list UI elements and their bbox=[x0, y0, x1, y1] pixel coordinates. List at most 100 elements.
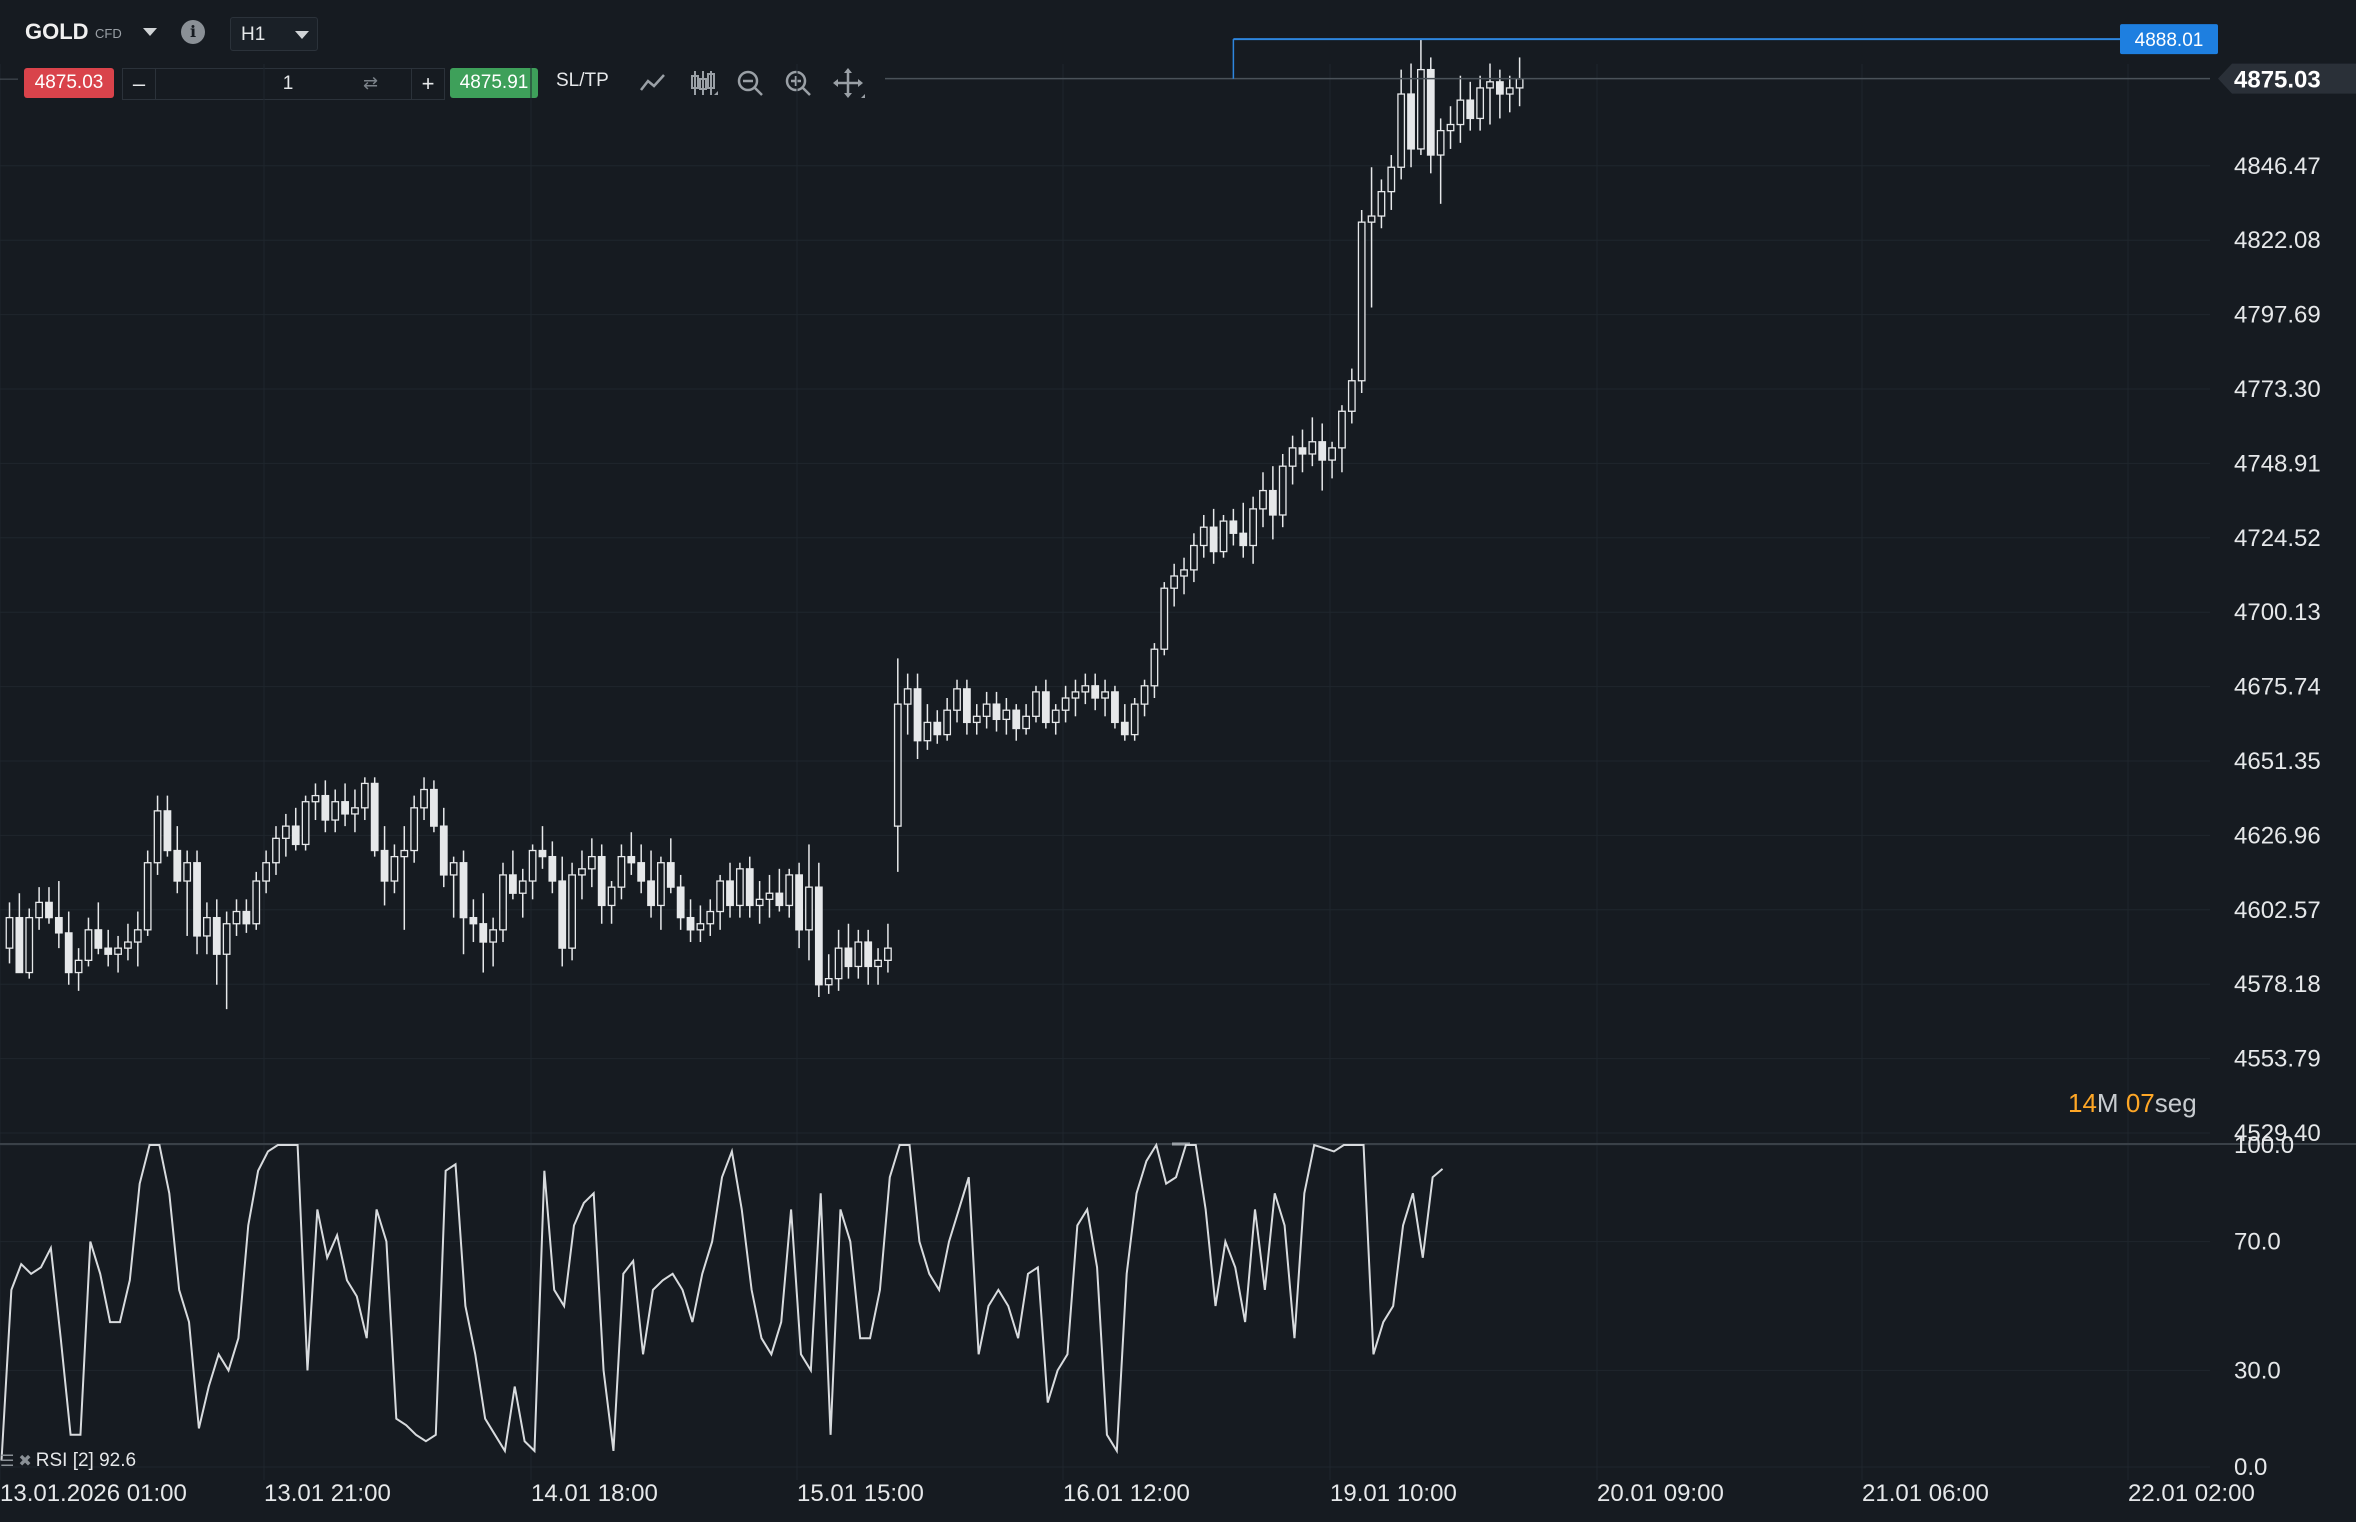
bearish-candle-body bbox=[686, 916, 695, 931]
candle bbox=[380, 826, 389, 906]
candle bbox=[1180, 557, 1188, 595]
bullish-candle-body bbox=[360, 782, 369, 809]
candle bbox=[183, 850, 192, 936]
candle bbox=[1367, 167, 1376, 308]
candle bbox=[94, 902, 103, 955]
candle bbox=[1259, 472, 1267, 528]
bullish-candle-body bbox=[1101, 691, 1109, 699]
increment-button[interactable]: + bbox=[411, 69, 444, 99]
symbol-dropdown-caret-icon[interactable] bbox=[143, 28, 157, 36]
bearish-candle-body bbox=[469, 916, 478, 925]
chevron-down-icon bbox=[295, 31, 309, 39]
bullish-candle-body bbox=[124, 941, 132, 949]
candle bbox=[627, 832, 636, 875]
bullish-candle-body bbox=[1081, 685, 1090, 693]
candle bbox=[370, 777, 379, 857]
candle bbox=[913, 673, 922, 760]
bullish-candle-body bbox=[824, 977, 833, 986]
bearish-candle-body bbox=[775, 892, 784, 907]
candle bbox=[874, 948, 882, 985]
candle bbox=[844, 923, 853, 979]
candle bbox=[657, 856, 665, 930]
bearish-candle-body bbox=[212, 916, 221, 955]
bullish-candle-body bbox=[735, 868, 744, 907]
bullish-candle-body bbox=[311, 794, 320, 803]
bullish-candle-body bbox=[1061, 697, 1070, 711]
time-axis: 13.01.2026 01:00 13.01 21:00 14.01 18:00 15… bbox=[0, 1480, 2255, 1507]
candle bbox=[518, 868, 527, 918]
candle bbox=[5, 902, 14, 964]
candle bbox=[805, 844, 813, 961]
bullish-candle-body bbox=[272, 837, 280, 864]
candle bbox=[578, 850, 586, 900]
bullish-candle-body bbox=[133, 929, 142, 943]
bullish-candle-body bbox=[518, 880, 527, 894]
candle bbox=[617, 844, 626, 900]
bullish-candle-body bbox=[755, 898, 764, 907]
time-tick-label: 16.01 12:00 bbox=[1063, 1480, 1190, 1507]
current-price-label: 4875.03 bbox=[2234, 67, 2321, 94]
candle bbox=[212, 899, 221, 985]
candle bbox=[785, 868, 794, 918]
candle bbox=[301, 795, 310, 851]
bullish-candle-body bbox=[420, 788, 428, 809]
rsi-tick-label: 30.0 bbox=[2234, 1357, 2281, 1384]
candlestick-icon[interactable] bbox=[686, 66, 720, 100]
candle bbox=[193, 850, 201, 955]
timeframe-select[interactable]: H1 bbox=[230, 17, 318, 51]
bullish-candle-body bbox=[578, 868, 586, 876]
candle bbox=[854, 929, 863, 979]
bearish-candle-body bbox=[1407, 93, 1415, 150]
candle bbox=[716, 874, 725, 930]
bullish-candle-body bbox=[1338, 410, 1346, 449]
zoom-out-icon[interactable] bbox=[733, 66, 767, 100]
sltp-button[interactable]: SL/TP bbox=[556, 70, 609, 91]
bullish-candle-body bbox=[805, 886, 813, 931]
bullish-candle-body bbox=[489, 929, 498, 943]
close-icon[interactable]: ✖ bbox=[18, 1453, 32, 1470]
crosshair-icon[interactable] bbox=[831, 66, 865, 100]
swap-icon[interactable]: ⇄ bbox=[363, 73, 379, 93]
candle bbox=[824, 954, 833, 994]
info-icon[interactable]: i bbox=[181, 20, 205, 44]
bullish-candle-body bbox=[1190, 544, 1198, 571]
candle bbox=[903, 673, 912, 735]
zoom-in-icon[interactable] bbox=[781, 66, 815, 100]
candle bbox=[1318, 423, 1327, 491]
bullish-candle-body bbox=[1219, 520, 1228, 553]
price-tick-label: 4529.40 bbox=[2234, 1120, 2321, 1147]
bullish-candle-body bbox=[1446, 123, 1455, 132]
time-tick-label: 22.01 02:00 bbox=[2128, 1480, 2255, 1507]
candle bbox=[1190, 533, 1198, 583]
bullish-candle-body bbox=[262, 862, 271, 882]
line-chart-icon[interactable] bbox=[636, 66, 670, 100]
quantity-value[interactable]: 1 bbox=[282, 73, 294, 94]
high-marker-label: 4888.01 bbox=[2135, 30, 2204, 51]
bullish-candle-body bbox=[982, 703, 991, 717]
decrement-button[interactable]: – bbox=[123, 69, 156, 99]
bullish-candle-body bbox=[972, 715, 981, 724]
sell-price-button[interactable]: 4875.03 bbox=[24, 68, 114, 98]
buy-price-button[interactable]: 4875.91 bbox=[450, 68, 538, 98]
time-tick-label: 13.01.2026 01:00 bbox=[0, 1480, 187, 1507]
bullish-candle-body bbox=[410, 807, 419, 852]
quantity-stepper[interactable]: – 1 ⇄ + bbox=[122, 68, 445, 100]
bullish-candle-body bbox=[1436, 129, 1445, 156]
symbol-name[interactable]: GOLD bbox=[25, 19, 89, 44]
time-tick-label: 20.01 09:00 bbox=[1597, 1480, 1724, 1507]
bearish-candle-body bbox=[676, 886, 685, 919]
candle bbox=[1081, 673, 1090, 705]
bullish-candle-body bbox=[1170, 575, 1179, 589]
candle bbox=[54, 881, 63, 949]
candle bbox=[1298, 429, 1307, 473]
bearish-candle-body bbox=[864, 941, 873, 968]
candle bbox=[232, 899, 241, 936]
indicator-settings-icon[interactable]: ☰ bbox=[0, 1453, 15, 1470]
top-toolbar: GOLD CFD i H1 bbox=[0, 0, 1000, 64]
bearish-candle-body bbox=[1111, 691, 1119, 724]
candle bbox=[1120, 704, 1129, 741]
candle bbox=[74, 948, 83, 991]
candle bbox=[1436, 118, 1445, 204]
candle bbox=[1397, 69, 1406, 180]
